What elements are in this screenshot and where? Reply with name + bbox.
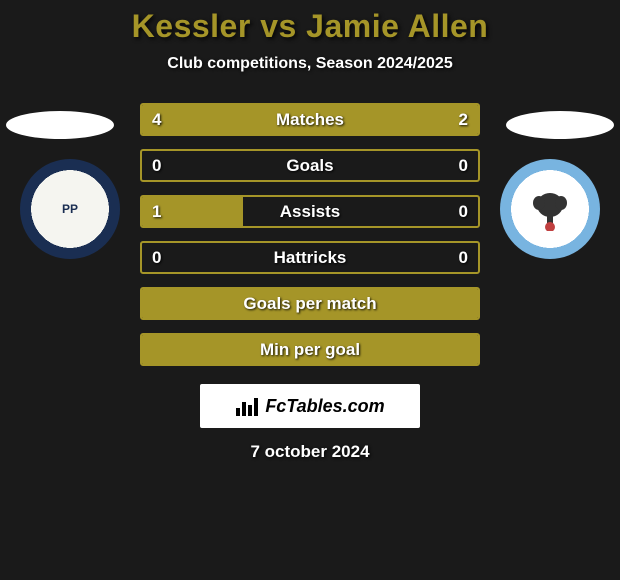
player-left-crest: PP bbox=[20, 159, 120, 259]
elephant-icon bbox=[530, 187, 570, 231]
crest-left-label: PP bbox=[40, 179, 100, 239]
bar-value-right: 0 bbox=[459, 156, 468, 176]
brand-badge: FcTables.com bbox=[200, 384, 420, 428]
bar-value-right: 2 bbox=[459, 110, 468, 130]
chart-bars-icon bbox=[235, 396, 259, 416]
date-text: 7 october 2024 bbox=[0, 442, 620, 462]
main-area: PP 4 2 Matches 0 0 Goals 1 0 Assists 0 0 Hattricks G… bbox=[0, 103, 620, 462]
subtitle: Club competitions, Season 2024/2025 bbox=[0, 55, 620, 73]
bar-label: Min per goal bbox=[260, 340, 360, 360]
stat-bar-row: 4 2 Matches bbox=[140, 103, 480, 136]
bar-value-right: 0 bbox=[459, 202, 468, 222]
player-right-crest bbox=[500, 159, 600, 259]
bar-value-right: 0 bbox=[459, 248, 468, 268]
stat-bar-row: Min per goal bbox=[140, 333, 480, 366]
bar-label: Goals per match bbox=[243, 294, 376, 314]
player-left-ellipse bbox=[6, 111, 114, 139]
bar-label: Matches bbox=[276, 110, 344, 130]
stat-bar-row: Goals per match bbox=[140, 287, 480, 320]
comparison-card: Kessler vs Jamie Allen Club competitions… bbox=[0, 0, 620, 462]
stat-bar-row: 0 0 Goals bbox=[140, 149, 480, 182]
bar-value-left: 0 bbox=[152, 156, 161, 176]
bar-value-left: 1 bbox=[152, 202, 161, 222]
page-title: Kessler vs Jamie Allen bbox=[0, 8, 620, 45]
bar-value-left: 0 bbox=[152, 248, 161, 268]
bar-label: Hattricks bbox=[274, 248, 347, 268]
stat-bars: 4 2 Matches 0 0 Goals 1 0 Assists 0 0 Hattricks Goal… bbox=[140, 103, 480, 366]
brand-text: FcTables.com bbox=[265, 396, 384, 417]
crest-right-label bbox=[520, 179, 580, 239]
bar-value-left: 4 bbox=[152, 110, 161, 130]
stat-bar-row: 1 0 Assists bbox=[140, 195, 480, 228]
bar-label: Assists bbox=[280, 202, 340, 222]
bar-label: Goals bbox=[286, 156, 333, 176]
player-right-ellipse bbox=[506, 111, 614, 139]
stat-bar-row: 0 0 Hattricks bbox=[140, 241, 480, 274]
